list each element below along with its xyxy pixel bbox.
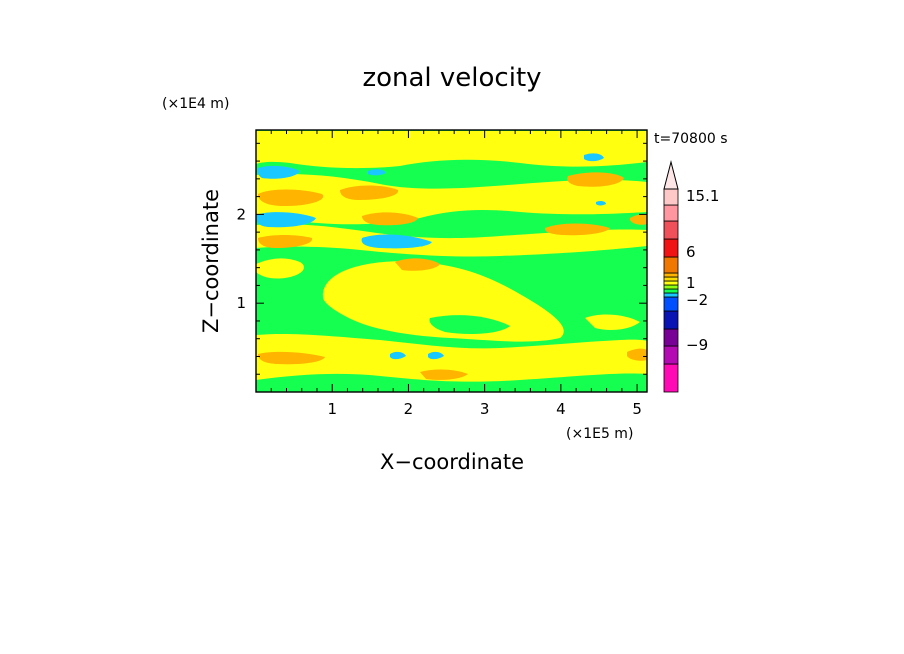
colorbar-segment: [663, 284, 679, 290]
colorbar-segment: [663, 310, 679, 330]
orange-region: [567, 172, 624, 187]
cyan-region: [596, 200, 606, 206]
colorbar-segment: [663, 204, 679, 222]
colorbar-segment: [663, 280, 679, 286]
colorbar-segment: [663, 292, 679, 298]
yellow-region: [256, 223, 647, 257]
x-axis-unit: (×1E5 m): [566, 426, 633, 442]
yellow-region: [256, 174, 647, 225]
orange-region: [395, 258, 440, 271]
green-region: [429, 315, 510, 334]
chart-title: zonal velocity: [362, 63, 541, 93]
colorbar-label: 6: [686, 243, 696, 261]
colorbar-segment: [663, 238, 679, 258]
orange-region: [258, 351, 325, 365]
yellow-region: [585, 314, 640, 330]
cyan-region: [257, 165, 300, 179]
orange-region: [258, 189, 324, 206]
colorbar-segment: [663, 328, 679, 347]
plot-frame: [255, 129, 648, 393]
orange-region: [340, 185, 399, 200]
colorbar-label: −9: [686, 336, 708, 354]
y-axis-unit: (×1E4 m): [162, 96, 229, 112]
orange-region: [544, 223, 610, 236]
orange-region: [420, 369, 468, 380]
cyan-region: [390, 351, 406, 360]
colorbar-label: 1: [686, 274, 696, 292]
cyan-region: [361, 234, 432, 249]
colorbar-segment: [663, 345, 679, 365]
green-region: [256, 373, 647, 392]
orange-region: [258, 235, 313, 248]
cyan-region: [256, 212, 316, 228]
x-tick-label: 5: [632, 400, 642, 418]
orange-region: [362, 212, 418, 226]
colorbar-segment: [663, 276, 679, 282]
colorbar-segment: [663, 288, 679, 294]
colorbar-label: 15.1: [686, 187, 719, 205]
cyan-region: [428, 351, 444, 360]
yellow-region: [322, 261, 564, 342]
orange-region: [627, 348, 647, 361]
y-tick-label: 2: [236, 205, 246, 223]
yellow-region: [256, 131, 647, 169]
colorbar-label: −2: [686, 291, 708, 309]
yellow-region: [256, 258, 305, 279]
contour-field: [256, 130, 647, 392]
cyan-region: [368, 169, 386, 176]
colorbar-segment: [663, 363, 679, 393]
x-axis-title: X−coordinate: [380, 450, 524, 474]
colorbar-segment: [663, 188, 679, 206]
colorbar-segment: [663, 296, 679, 312]
cyan-region: [584, 153, 604, 162]
axis-ticks: 1 2 3 4 5 1 2: [236, 130, 647, 418]
colorbar-segment: [663, 220, 679, 240]
y-tick-label: 1: [236, 294, 246, 312]
x-tick-label: 3: [480, 400, 490, 418]
y-axis-title: Z−coordinate: [199, 189, 223, 333]
x-tick-label: 1: [327, 400, 337, 418]
colorbar-segment: [663, 256, 679, 274]
orange-region: [630, 214, 647, 225]
colorbar-extend-arrow: [663, 160, 679, 190]
time-label: t=70800 s: [654, 131, 728, 147]
x-tick-label: 4: [556, 400, 566, 418]
colorbar-segment: [663, 272, 679, 278]
colorbar: 15.1 6 1−2 −9: [663, 160, 719, 393]
yellow-region: [256, 333, 647, 385]
x-tick-label: 2: [404, 400, 414, 418]
